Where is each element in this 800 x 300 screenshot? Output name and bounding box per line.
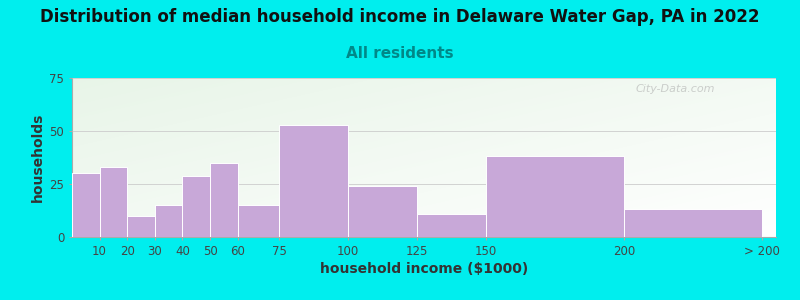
Bar — [238, 205, 279, 237]
Bar — [279, 124, 348, 237]
Bar — [127, 216, 155, 237]
Bar — [72, 173, 100, 237]
Bar — [348, 186, 417, 237]
X-axis label: household income ($1000): household income ($1000) — [320, 262, 528, 276]
Bar — [182, 176, 210, 237]
Y-axis label: households: households — [31, 113, 46, 202]
Bar — [155, 205, 182, 237]
Bar — [417, 214, 486, 237]
Bar — [100, 167, 127, 237]
Text: All residents: All residents — [346, 46, 454, 62]
Bar — [624, 209, 762, 237]
Bar — [210, 163, 238, 237]
Text: City-Data.com: City-Data.com — [635, 84, 714, 94]
Text: Distribution of median household income in Delaware Water Gap, PA in 2022: Distribution of median household income … — [40, 8, 760, 26]
Bar — [486, 156, 624, 237]
